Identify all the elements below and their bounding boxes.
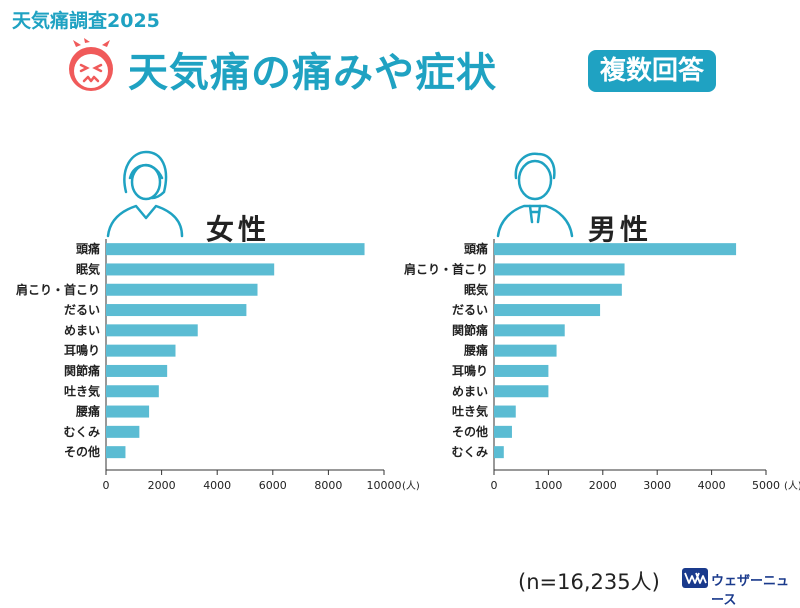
female-category-label: 頭痛	[76, 241, 100, 256]
weathernews-logo-icon	[682, 568, 708, 588]
female-unit-label: (人)	[402, 480, 420, 492]
male-category-label: 関節痛	[452, 322, 488, 337]
male-tick-label: 4000	[698, 479, 726, 492]
male-bar	[494, 425, 512, 438]
female-tick-label: 10000	[367, 479, 402, 492]
male-chart-title: 男性	[588, 213, 653, 246]
female-tick-label: 6000	[259, 479, 287, 492]
brand-name: ウェザーニュース	[711, 574, 790, 608]
male-category-label: 眠気	[464, 282, 488, 297]
female-category-label: 眠気	[76, 261, 100, 276]
male-category-label: だるい	[452, 303, 488, 317]
female-bar	[106, 364, 168, 377]
male-tick-label: 3000	[643, 479, 671, 492]
female-bar	[106, 283, 258, 296]
female-category-label: 腰痛	[75, 404, 100, 419]
female-tick-label: 8000	[314, 479, 342, 492]
male-category-label: 吐き気	[452, 404, 488, 419]
male-bar	[494, 344, 557, 357]
male-bar	[494, 405, 516, 418]
female-tick-label: 4000	[203, 479, 231, 492]
main-title: 天気痛の痛みや症状	[128, 50, 497, 96]
male-tick-label: 0	[491, 479, 498, 492]
female-bar	[106, 263, 275, 276]
male-bar	[494, 263, 625, 276]
female-category-label: だるい	[64, 303, 100, 317]
male-category-label: めまい	[452, 384, 488, 398]
male-category-label: 肩こり・首こり	[404, 261, 488, 276]
male-tick-label: 1000	[534, 479, 562, 492]
male-tick-label: 5000	[752, 479, 780, 492]
female-bar	[106, 446, 126, 459]
male-category-label: 耳鳴り	[452, 363, 488, 378]
male-bar	[494, 243, 737, 256]
sample-size-note: (n=16,235人)	[518, 570, 660, 594]
female-category-label: 関節痛	[64, 363, 100, 378]
male-bar	[494, 324, 565, 337]
female-bar	[106, 243, 365, 256]
female-category-label: 吐き気	[64, 383, 100, 398]
female-bar	[106, 344, 176, 357]
male-category-label: 腰痛	[463, 343, 488, 358]
female-bar	[106, 304, 247, 317]
male-tick-label: 2000	[589, 479, 617, 492]
male-category-label: むくみ	[452, 445, 488, 459]
male-bar	[494, 283, 622, 296]
female-chart-title: 女性	[206, 213, 271, 246]
male-category-label: その他	[452, 424, 488, 439]
female-category-label: むくみ	[64, 425, 100, 439]
female-category-label: 肩こり・首こり	[16, 282, 100, 297]
male-bar	[494, 364, 549, 377]
male-unit-label: (人)	[784, 480, 800, 492]
pained-face-icon	[69, 38, 113, 91]
male-bar	[494, 385, 549, 398]
man-avatar-icon	[496, 152, 574, 238]
female-category-label: その他	[64, 444, 100, 459]
female-bar	[106, 405, 150, 418]
female-bar	[106, 385, 159, 398]
female-category-label: 耳鳴り	[64, 343, 100, 358]
multiple-answer-badge: 複数回答	[588, 50, 717, 92]
male-category-label: 頭痛	[464, 241, 488, 256]
female-tick-label: 0	[103, 479, 110, 492]
survey-tag: 天気痛調査2025	[12, 10, 160, 32]
female-bar	[106, 324, 198, 337]
woman-avatar-icon	[106, 150, 184, 238]
female-category-label: めまい	[64, 323, 100, 337]
female-bar	[106, 425, 140, 438]
male-bar	[494, 304, 601, 317]
male-bar	[494, 446, 504, 459]
female-tick-label: 2000	[148, 479, 176, 492]
